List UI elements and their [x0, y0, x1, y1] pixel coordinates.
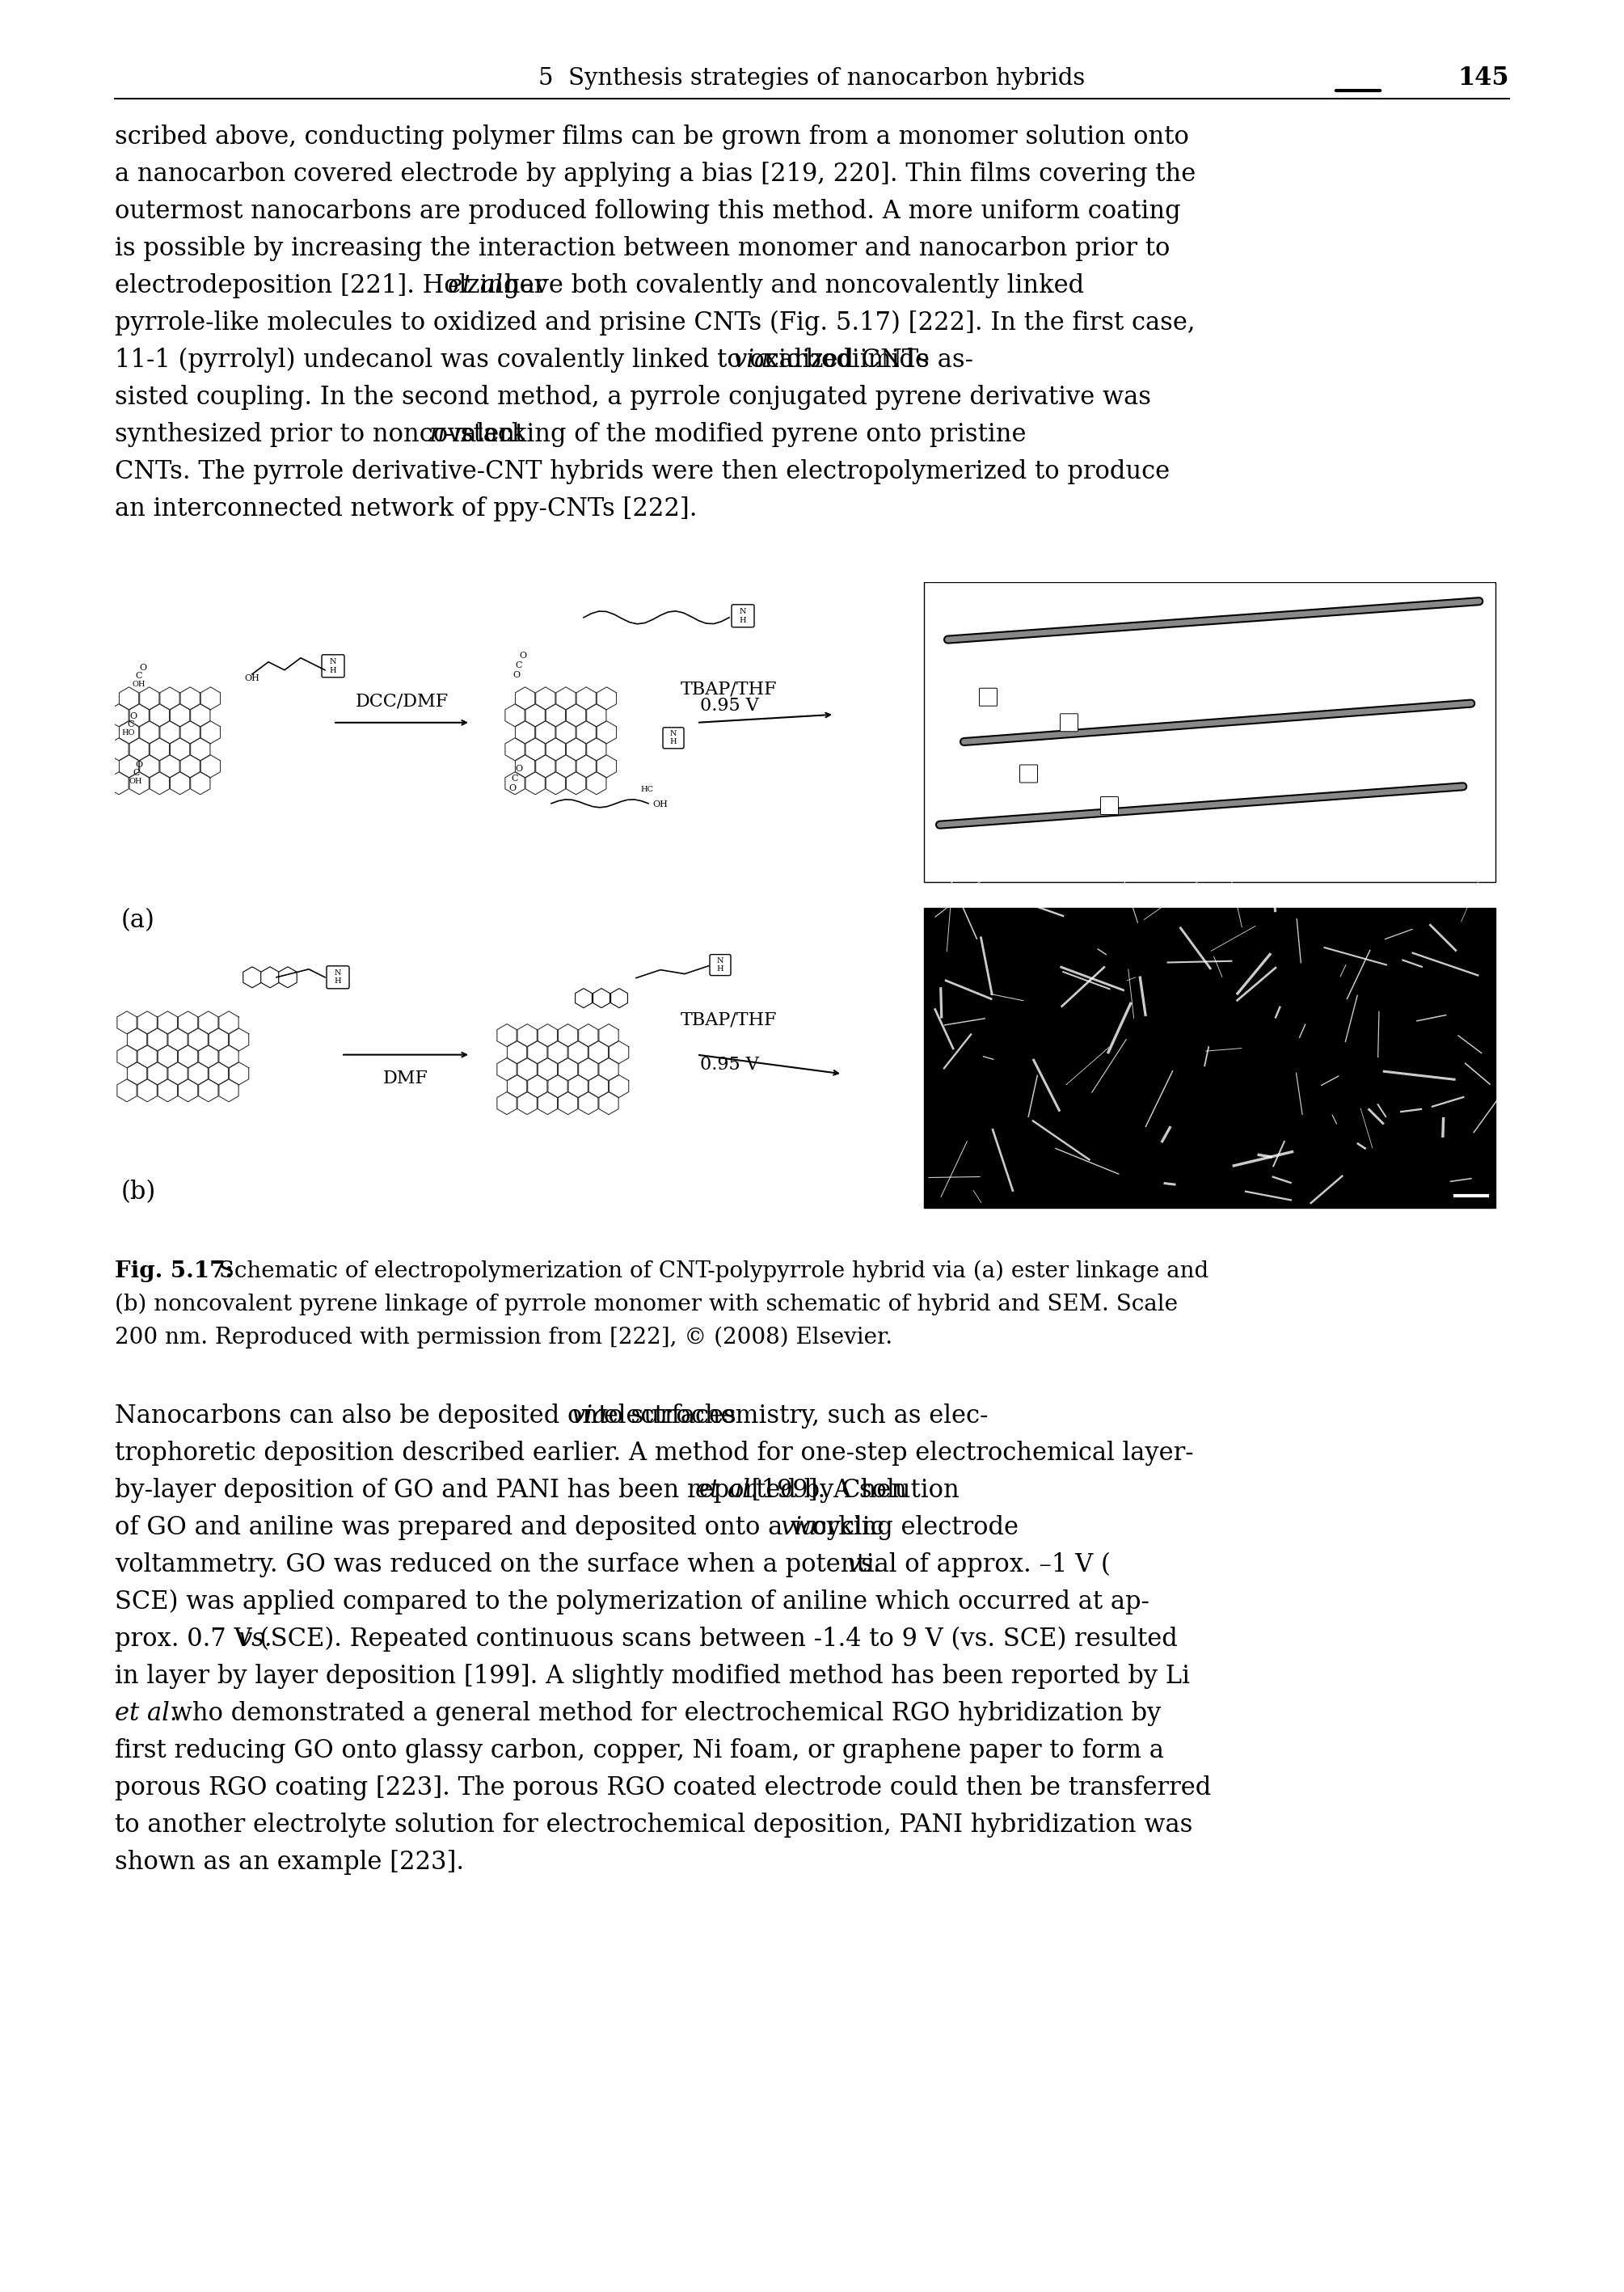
Text: 5  Synthesis strategies of nanocarbon hybrids: 5 Synthesis strategies of nanocarbon hyb…	[538, 66, 1085, 89]
Text: DCC/DMF: DCC/DMF	[356, 692, 448, 711]
Text: electrodeposition [221]. Holzinger: electrodeposition [221]. Holzinger	[115, 273, 554, 298]
Text: pyrrole-like molecules to oxidized and prisine CNTs (Fig. 5.17) [222]. In the fi: pyrrole-like molecules to oxidized and p…	[115, 309, 1195, 335]
Text: 0.95 V: 0.95 V	[700, 697, 758, 715]
Text: et al.: et al.	[695, 1478, 758, 1504]
Text: Fig. 5.17:: Fig. 5.17:	[115, 1261, 234, 1281]
Text: Schematic of electropolymerization of CNT-polypyrrole hybrid via (a) ester linka: Schematic of electropolymerization of CN…	[211, 1261, 1208, 1281]
FancyBboxPatch shape	[663, 727, 684, 749]
Text: of GO and aniline was prepared and deposited onto a working electrode: of GO and aniline was prepared and depos…	[115, 1515, 1026, 1540]
Text: CNTs. The pyrrole derivative-CNT hybrids were then electropolymerized to produce: CNTs. The pyrrole derivative-CNT hybrids…	[115, 458, 1169, 484]
Text: an interconnected network of ppy-CNTs [222].: an interconnected network of ppy-CNTs [2…	[115, 497, 697, 523]
Text: OH: OH	[244, 674, 260, 683]
Text: cyclic: cyclic	[806, 1515, 883, 1540]
Text: O: O	[520, 651, 526, 660]
FancyBboxPatch shape	[710, 953, 731, 976]
Text: scribed above, conducting polymer films can be grown from a monomer solution ont: scribed above, conducting polymer films …	[115, 124, 1189, 149]
Text: (b): (b)	[122, 1180, 156, 1206]
Text: HC: HC	[640, 786, 653, 793]
Text: HO: HO	[122, 729, 135, 736]
Text: shown as an example [223].: shown as an example [223].	[115, 1850, 464, 1875]
Text: C: C	[133, 768, 140, 777]
Text: N
H: N H	[739, 607, 747, 623]
Text: O: O	[513, 672, 520, 678]
Bar	[924, 908, 1496, 1208]
FancyBboxPatch shape	[731, 605, 754, 628]
Text: prox. 0.7 V (: prox. 0.7 V (	[115, 1627, 270, 1653]
Text: π-π: π-π	[429, 422, 469, 447]
Text: SCE) was applied compared to the polymerization of aniline which occurred at ap-: SCE) was applied compared to the polymer…	[115, 1588, 1150, 1614]
Text: C: C	[512, 775, 518, 782]
Text: (a): (a)	[122, 908, 156, 933]
Text: via: via	[732, 348, 770, 374]
Text: 0.95 V: 0.95 V	[700, 1057, 758, 1075]
Text: C: C	[515, 660, 521, 669]
FancyBboxPatch shape	[322, 656, 344, 678]
Text: first reducing GO onto glassy carbon, copper, Ni foam, or graphene paper to form: first reducing GO onto glassy carbon, co…	[115, 1737, 1164, 1763]
Text: C: C	[127, 720, 133, 729]
Text: is possible by increasing the interaction between monomer and nanocarbon prior t: is possible by increasing the interactio…	[115, 236, 1169, 261]
Text: DMF: DMF	[383, 1070, 429, 1086]
Text: porous RGO coating [223]. The porous RGO coated electrode could then be transfer: porous RGO coating [223]. The porous RGO…	[115, 1776, 1212, 1802]
Text: via: via	[572, 1403, 607, 1428]
Text: SCE). Repeated continuous scans between -1.4 to 9 V (vs. SCE) resulted: SCE). Repeated continuous scans between …	[263, 1627, 1177, 1653]
Text: et al.: et al.	[115, 1701, 177, 1726]
Text: [199]. A solution: [199]. A solution	[744, 1478, 960, 1504]
Text: OH: OH	[653, 800, 667, 809]
Text: a nanocarbon covered electrode by applying a bias [219, 220]. Thin films coverin: a nanocarbon covered electrode by applyi…	[115, 163, 1195, 186]
Text: have both covalently and noncovalently linked: have both covalently and noncovalently l…	[497, 273, 1085, 298]
Text: who demonstrated a general method for electrochemical RGO hybridization by: who demonstrated a general method for el…	[164, 1701, 1161, 1726]
Text: O: O	[130, 713, 136, 720]
Text: N
H: N H	[716, 958, 724, 972]
Text: TBAP/THF: TBAP/THF	[680, 681, 778, 699]
Text: Nanocarbons can also be deposited onto surfaces: Nanocarbons can also be deposited onto s…	[115, 1403, 744, 1428]
Text: N
H: N H	[330, 658, 336, 674]
Text: 11-1 (pyrrolyl) undecanol was covalently linked to oxidized CNTs: 11-1 (pyrrolyl) undecanol was covalently…	[115, 348, 937, 374]
FancyBboxPatch shape	[1020, 766, 1038, 782]
Text: O: O	[135, 761, 143, 768]
Text: OH: OH	[133, 681, 146, 688]
Text: to another electrolyte solution for electrochemical deposition, PANI hybridizati: to another electrolyte solution for elec…	[115, 1813, 1192, 1838]
Bar	[924, 582, 1496, 882]
Text: synthesized prior to noncovalent: synthesized prior to noncovalent	[115, 422, 533, 447]
Text: O: O	[140, 665, 146, 672]
Text: N
H: N H	[335, 970, 341, 986]
FancyBboxPatch shape	[326, 965, 349, 988]
Text: sisted coupling. In the second method, a pyrrole conjugated pyrene derivative wa: sisted coupling. In the second method, a…	[115, 385, 1151, 410]
Text: vs.: vs.	[239, 1627, 273, 1653]
Text: outermost nanocarbons are produced following this method. A more uniform coating: outermost nanocarbons are produced follo…	[115, 199, 1181, 225]
Text: O: O	[515, 766, 523, 772]
Text: TBAP/THF: TBAP/THF	[680, 1011, 778, 1029]
Text: trophoretic deposition described earlier. A method for one-step electrochemical : trophoretic deposition described earlier…	[115, 1442, 1194, 1467]
Text: OH: OH	[130, 777, 143, 784]
Text: voltammetry. GO was reduced on the surface when a potential of approx. –1 V (: voltammetry. GO was reduced on the surfa…	[115, 1552, 1111, 1577]
FancyBboxPatch shape	[1060, 713, 1078, 731]
FancyBboxPatch shape	[979, 688, 997, 706]
Text: 200 nm. Reproduced with permission from [222], © (2008) Elsevier.: 200 nm. Reproduced with permission from …	[115, 1327, 893, 1348]
FancyBboxPatch shape	[1101, 798, 1119, 814]
Text: 145: 145	[1458, 66, 1509, 92]
Text: via: via	[781, 1515, 817, 1540]
Text: stacking of the modified pyrene onto pristine: stacking of the modified pyrene onto pri…	[453, 422, 1026, 447]
Text: carbodiimide as-: carbodiimide as-	[757, 348, 973, 374]
Text: et al.: et al.	[448, 273, 510, 298]
Text: C: C	[135, 672, 141, 681]
Text: N
H: N H	[669, 731, 677, 745]
Text: electrochemistry, such as elec-: electrochemistry, such as elec-	[596, 1403, 987, 1428]
Text: (b) noncovalent pyrene linkage of pyrrole monomer with schematic of hybrid and S: (b) noncovalent pyrene linkage of pyrrol…	[115, 1293, 1177, 1316]
Text: vs.: vs.	[848, 1552, 882, 1577]
Text: O: O	[508, 784, 516, 793]
Text: in layer by layer deposition [199]. A slightly modified method has been reported: in layer by layer deposition [199]. A sl…	[115, 1664, 1190, 1689]
Text: by-layer deposition of GO and PANI has been reported by Chen: by-layer deposition of GO and PANI has b…	[115, 1478, 914, 1504]
